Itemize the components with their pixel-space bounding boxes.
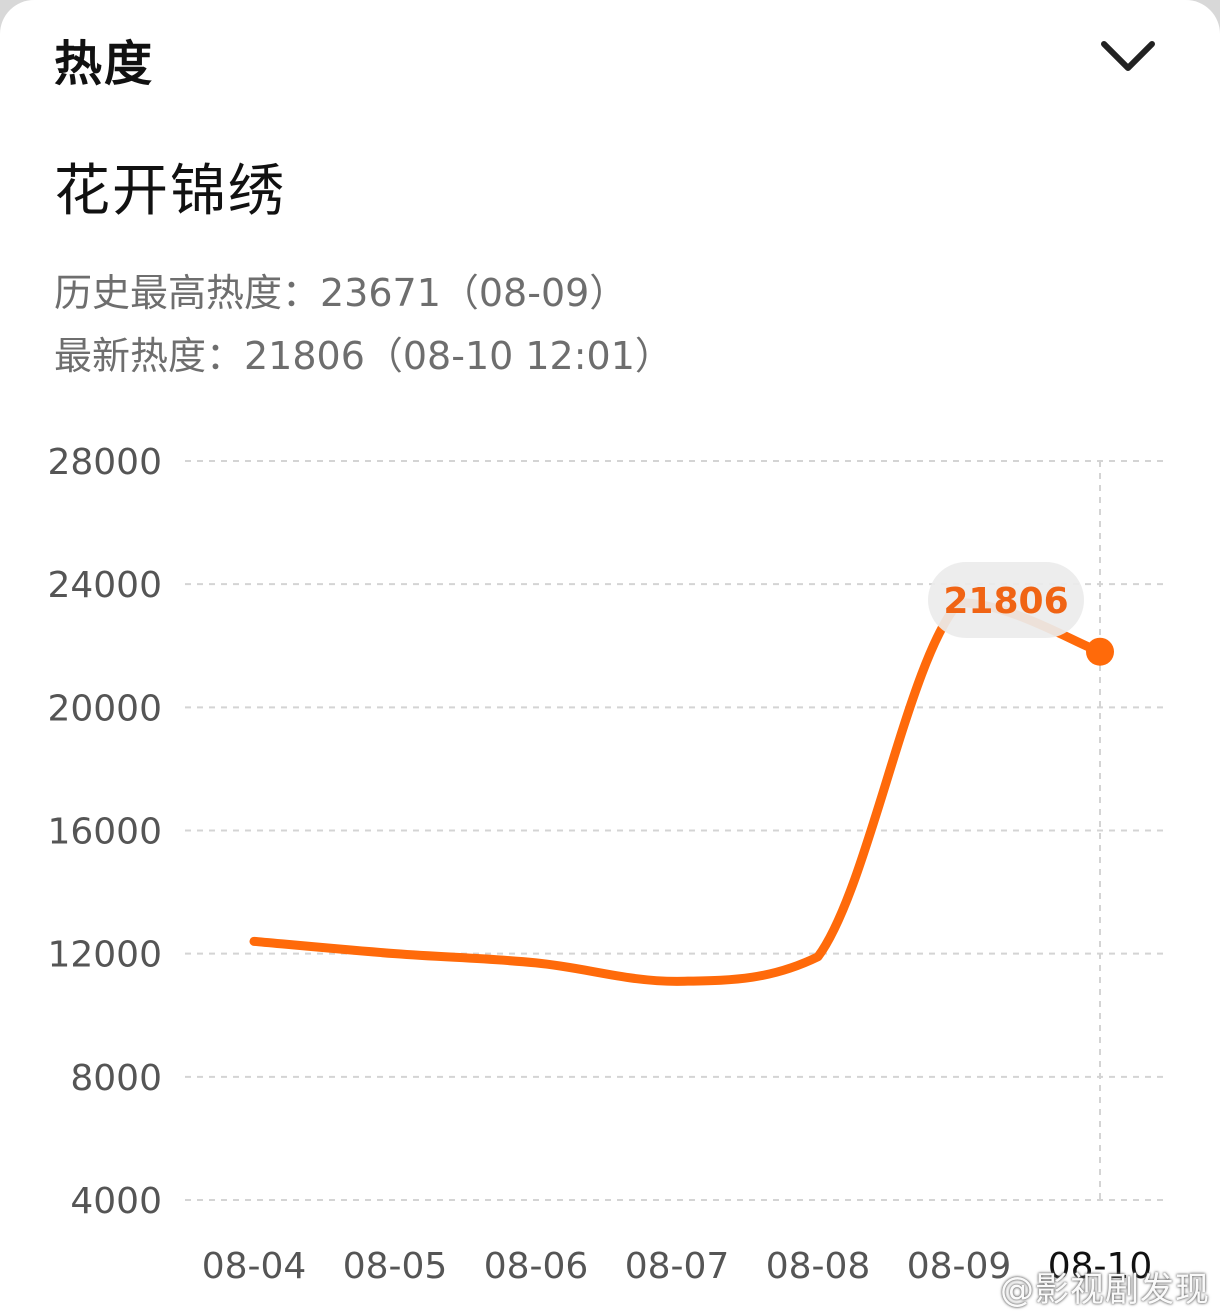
- chevron-down-icon: [1101, 41, 1155, 71]
- x-tick-label: 08-08: [766, 1246, 871, 1287]
- y-tick-label: 16000: [47, 812, 162, 853]
- collapse-button[interactable]: [1092, 30, 1164, 86]
- x-tick-label: 08-07: [625, 1246, 730, 1287]
- x-tick-label: 08-10: [1048, 1246, 1153, 1287]
- heat-line-chart: 28000 24000 20000 16000 12000 8000 4000 08-04 08…: [47, 442, 1165, 1287]
- latest-heat-stat: 最新热度：21806（08-10 12:01）: [54, 334, 673, 378]
- y-tick-label: 24000: [47, 565, 162, 606]
- highlight-point: [1086, 637, 1114, 666]
- x-tick-label: 08-04: [202, 1246, 307, 1287]
- y-tick-label: 28000: [47, 442, 162, 483]
- peak-heat-stat: 历史最高热度：23671（08-09）: [54, 271, 628, 315]
- x-tick-label: 08-06: [484, 1246, 589, 1287]
- y-tick-label: 12000: [47, 935, 162, 976]
- x-tick-label: 08-05: [343, 1246, 448, 1287]
- y-tick-label: 20000: [47, 688, 162, 729]
- show-title: 花开锦绣: [54, 159, 286, 224]
- y-tick-label: 8000: [70, 1058, 162, 1099]
- x-tick-label: 08-09: [907, 1246, 1012, 1287]
- y-tick-label: 4000: [70, 1181, 162, 1222]
- value-label: 21806: [943, 581, 1068, 622]
- watermark: @影视剧发现: [1000, 1270, 1210, 1310]
- value-label-bubble: [928, 562, 1084, 638]
- section-title: 热度: [54, 36, 155, 92]
- series-line: [249, 598, 1105, 986]
